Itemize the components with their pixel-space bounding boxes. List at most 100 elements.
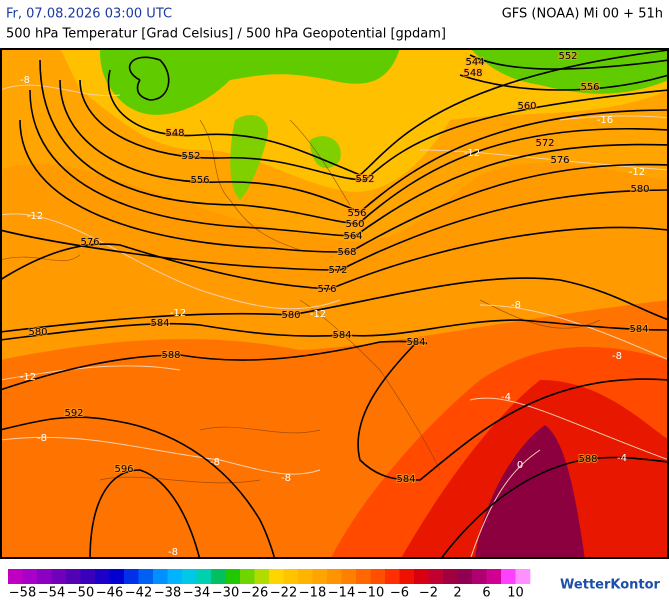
- contour: [1, 319, 668, 341]
- cold-zone: [100, 49, 400, 115]
- geopotential-label: 576: [80, 237, 99, 248]
- geopotential-label: 596: [114, 464, 133, 475]
- colorbar-swatch: [211, 569, 226, 584]
- geopotential-label: 584: [332, 330, 351, 341]
- geopotential-label: 560: [345, 219, 364, 230]
- cold-zone: [310, 136, 341, 169]
- colorbar: −58 −54 −50 −46 −42 −38 −34 −30 −26 −22 −18 −14 −10−…: [8, 569, 531, 600]
- colorbar-swatch: [486, 569, 502, 584]
- temperature-label: -12: [170, 308, 186, 319]
- contour: [1, 277, 668, 333]
- contour: [469, 54, 668, 70]
- contour: [19, 119, 668, 253]
- geopotential-label: 584: [406, 337, 425, 348]
- contour: [39, 59, 668, 225]
- colorbar-swatch: [225, 569, 241, 584]
- contour: [1, 189, 668, 271]
- geopotential-label: 548: [463, 68, 482, 79]
- geopotential-label: 552: [558, 51, 577, 62]
- temperature-label: -4: [501, 392, 511, 403]
- colorbar-swatch: [182, 569, 197, 584]
- colorbar-swatch: [254, 569, 270, 584]
- geopotential-label: 556: [347, 208, 366, 219]
- colorbar-label: −22: [270, 586, 297, 600]
- colorbar-swatch: [138, 569, 154, 584]
- colorbar-label: 2: [453, 586, 461, 600]
- geopotential-label: 584: [396, 474, 415, 485]
- contour: [459, 74, 668, 91]
- datetime: Fr, 07.08.2026 03:00 UTC: [6, 7, 172, 22]
- geopotential-label: 552: [355, 174, 374, 185]
- colorbar-swatch: [109, 569, 125, 584]
- contour: [128, 56, 170, 101]
- colorbar-swatch: [385, 569, 400, 584]
- geopotential-label: 544: [465, 57, 484, 68]
- colorbar-swatch: [356, 569, 371, 584]
- colorbar-swatch: [414, 569, 429, 584]
- coastline: [1, 119, 601, 484]
- geopotential-label: 588: [578, 454, 597, 465]
- contour: [79, 79, 668, 181]
- model-run: GFS (NOAA) Mi 00 + 51h: [502, 7, 663, 22]
- colorbar-swatch: [22, 569, 38, 584]
- temperature-label: -8: [37, 433, 47, 444]
- colorbar-swatch: [196, 569, 212, 584]
- temperature-label: -8: [210, 457, 220, 468]
- temperature-label: -8: [168, 547, 178, 558]
- colorbar-label: −50: [67, 586, 94, 600]
- subtitle: 500 hPa Temperatur [Grad Celsius] / 500 …: [6, 27, 446, 42]
- colorbar-label: 10: [507, 586, 524, 600]
- contour: [1, 416, 276, 558]
- colorbar-label: −46: [96, 586, 123, 600]
- colorbar-swatch: [472, 569, 487, 584]
- contour: [1, 226, 668, 290]
- geopotential-label: 588: [161, 350, 180, 361]
- geopotential-label: 584: [150, 318, 169, 329]
- geopotential-label: 580: [28, 327, 47, 338]
- contour: [1, 340, 668, 481]
- geopotential-label: 580: [630, 184, 649, 195]
- geopotential-label: 584: [629, 324, 648, 335]
- geopotential-label: 556: [580, 82, 599, 93]
- contour: [440, 456, 668, 558]
- temperature-label: -12: [464, 148, 480, 159]
- colorbar-swatch: [124, 569, 139, 584]
- temperature-label: -12: [310, 309, 326, 320]
- geopotential-label: 568: [337, 247, 356, 258]
- geopotential-label: 572: [535, 138, 554, 149]
- colorbar-label: −58: [9, 586, 36, 600]
- colorbar-swatch: [66, 569, 81, 584]
- colorbar-swatch: [95, 569, 110, 584]
- geopotential-label: 592: [64, 408, 83, 419]
- colorbar-label: −14: [328, 586, 355, 600]
- contour: [89, 469, 201, 558]
- colorbar-swatch: [153, 569, 168, 584]
- colorbar-label: −30: [212, 586, 239, 600]
- temperature-label: -8: [511, 300, 521, 311]
- colorbar-swatch: [283, 569, 299, 584]
- temperature-label: -16: [597, 115, 613, 126]
- cold-zone: [470, 49, 668, 94]
- contour: [59, 79, 668, 213]
- colorbar-swatch: [298, 569, 313, 584]
- geopotential-label: 564: [343, 231, 362, 242]
- colorbar-swatch: [80, 569, 96, 584]
- colorbar-label: −18: [299, 586, 326, 600]
- colorbar-swatch: [269, 569, 284, 584]
- colorbar-swatch: [8, 569, 23, 584]
- geopotential-label: 556: [190, 175, 209, 186]
- map-frame: [0, 48, 669, 559]
- colorbar-label: −10: [357, 586, 384, 600]
- colorbar-swatch: [428, 569, 444, 584]
- temperature-label: -8: [612, 351, 622, 362]
- colorbar-label: −6: [390, 586, 409, 600]
- colorbar-swatch: [327, 569, 342, 584]
- colorbar-swatch: [51, 569, 67, 584]
- colorbar-label: 6: [482, 586, 490, 600]
- colorbar-swatch: [312, 569, 328, 584]
- colorbar-swatch: [37, 569, 52, 584]
- temp-zone: [475, 425, 585, 558]
- temperature-label: -12: [27, 211, 43, 222]
- temperature-label: -12: [629, 167, 645, 178]
